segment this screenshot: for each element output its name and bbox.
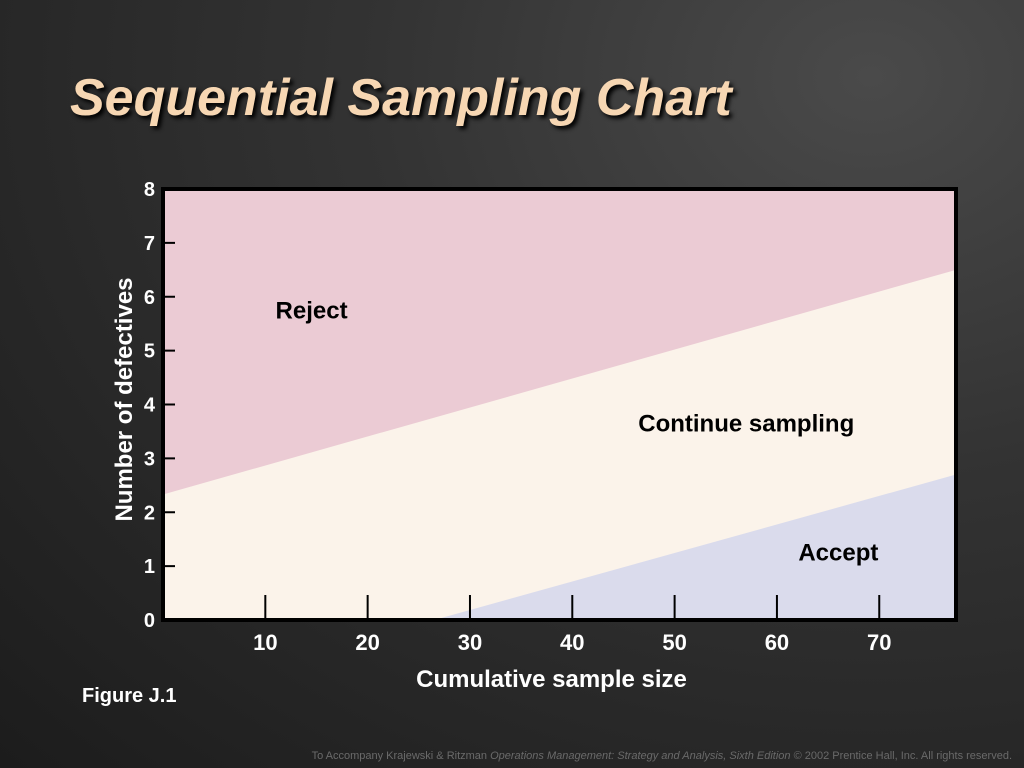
accept-region bbox=[434, 474, 956, 620]
footer-credit: To Accompany Krajewski & Ritzman Operati… bbox=[312, 750, 1012, 762]
y-tick-label: 7 bbox=[144, 233, 155, 255]
y-tick-label: 4 bbox=[144, 395, 156, 417]
y-tick-label: 8 bbox=[144, 179, 155, 201]
y-tick-label: 5 bbox=[144, 341, 155, 363]
x-tick-label: 50 bbox=[662, 630, 686, 655]
x-tick-label: 30 bbox=[458, 630, 482, 655]
footer-copyright: © 2002 Prentice Hall, Inc. All rights re… bbox=[790, 750, 1012, 762]
region-label: Continue sampling bbox=[638, 410, 854, 437]
x-tick-label: 10 bbox=[253, 630, 277, 655]
regions-layer bbox=[163, 189, 956, 620]
y-tick-label: 1 bbox=[144, 556, 155, 578]
x-tick-label: 70 bbox=[867, 630, 891, 655]
x-tick-label: 60 bbox=[765, 630, 789, 655]
reject-region bbox=[163, 189, 956, 495]
y-tick-label: 2 bbox=[144, 502, 155, 524]
y-tick-label: 6 bbox=[144, 287, 155, 309]
region-label: Reject bbox=[276, 297, 348, 324]
region-label: Accept bbox=[798, 540, 878, 567]
x-tick-label: 20 bbox=[355, 630, 379, 655]
footer-prefix: To Accompany Krajewski & Ritzman bbox=[311, 750, 491, 762]
x-tick-label: 40 bbox=[560, 630, 584, 655]
y-axis-title: Number of defectives bbox=[111, 277, 138, 521]
slide-title: Sequential Sampling Chart bbox=[70, 69, 732, 127]
figure-label: Figure J.1 bbox=[82, 685, 177, 707]
ticks-layer: 0 1 2 3 4 5 6 7 8 10 20 30 40 50 60 70 bbox=[144, 179, 892, 655]
y-tick-label: 0 bbox=[144, 610, 155, 632]
x-axis-title: Cumulative sample size bbox=[416, 666, 687, 693]
y-tick-label: 3 bbox=[144, 448, 155, 470]
footer-book-title: Operations Management: Strategy and Anal… bbox=[490, 750, 791, 762]
region-labels-layer: Reject Continue sampling Accept bbox=[276, 297, 879, 566]
